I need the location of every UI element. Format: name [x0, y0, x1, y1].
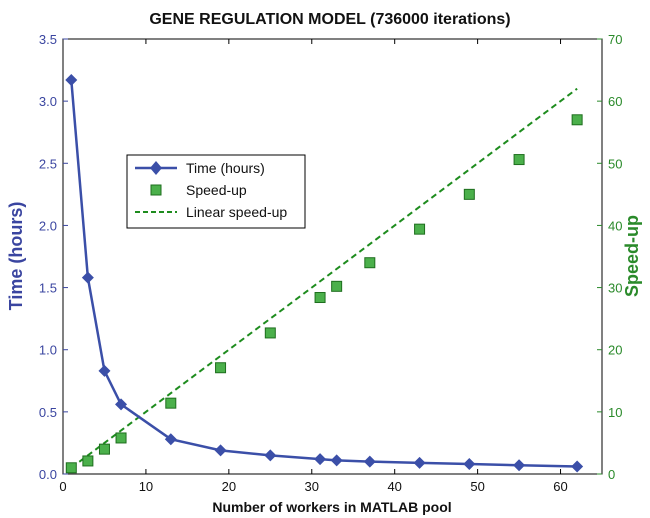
plot-area [62, 38, 603, 475]
y-right-tick-label: 30 [608, 281, 622, 296]
y-right-tick-label: 40 [608, 218, 622, 233]
linear-speedup-line [70, 87, 578, 469]
time-point [115, 398, 128, 411]
time-line [70, 79, 578, 468]
time-point [65, 74, 78, 87]
speedup-point [571, 114, 583, 126]
x-tick-label: 30 [305, 479, 319, 494]
speedup-point [115, 432, 127, 444]
legend-speedup-square-icon [150, 184, 162, 196]
x-tick-label: 40 [387, 479, 401, 494]
time-point [164, 433, 177, 446]
speedup-point [414, 223, 426, 235]
time-point [330, 454, 343, 467]
time-point [513, 459, 526, 472]
time-point [264, 449, 277, 462]
x-axis: 0 10 20 30 40 50 60 [59, 39, 568, 494]
y-right-tick-label: 50 [608, 156, 622, 171]
speedup-point [98, 443, 110, 455]
linear-speedup-series [70, 87, 578, 469]
legend-item-time: Time (hours) [135, 160, 265, 176]
y-left-tick-label: 2.5 [39, 156, 57, 171]
y-axis-left-label: Time (hours) [6, 202, 26, 311]
y-axis-right-label: Speed-up [622, 215, 642, 297]
x-tick-label: 50 [470, 479, 484, 494]
legend-item-speedup: Speed-up [150, 182, 247, 198]
y-left-tick-label: 1.0 [39, 343, 57, 358]
legend-linear-label: Linear speed-up [186, 204, 287, 220]
time-point [363, 455, 376, 468]
speedup-point [165, 397, 177, 409]
y-right-tick-label: 20 [608, 343, 622, 358]
y-axis-right: 0 10 20 30 40 50 60 70 [597, 32, 622, 482]
legend-item-linear: Linear speed-up [135, 204, 287, 220]
time-point [463, 458, 476, 471]
legend-time-label: Time (hours) [186, 160, 265, 176]
chart-title: GENE REGULATION MODEL (736000 iterations… [149, 11, 510, 28]
x-tick-label: 60 [553, 479, 567, 494]
speedup-point [82, 455, 94, 467]
time-point [214, 444, 227, 457]
y-left-tick-label: 1.5 [39, 281, 57, 296]
legend-time-diamond-icon [150, 161, 162, 175]
x-tick-label: 0 [59, 479, 66, 494]
y-left-tick-label: 0.0 [39, 467, 57, 482]
speedup-point [314, 292, 326, 304]
speedup-point [513, 154, 525, 166]
speedup-series [65, 114, 583, 474]
y-right-tick-label: 0 [608, 467, 615, 482]
speedup-point [364, 257, 376, 269]
y-right-tick-label: 60 [608, 94, 622, 109]
y-axis-left: 0.0 0.5 1.0 1.5 2.0 2.5 3.0 3.5 [39, 32, 68, 482]
y-left-tick-label: 2.0 [39, 218, 57, 233]
legend-speedup-label: Speed-up [186, 182, 247, 198]
speedup-point [215, 362, 227, 374]
speedup-point [65, 462, 77, 474]
time-point [81, 271, 94, 284]
y-right-tick-label: 70 [608, 32, 622, 47]
time-point [413, 456, 426, 469]
speedup-point [331, 280, 343, 292]
y-left-tick-label: 3.5 [39, 32, 57, 47]
time-point [571, 460, 584, 473]
legend: Time (hours) Speed-up Linear speed-up [126, 154, 306, 229]
x-tick-label: 10 [139, 479, 153, 494]
x-tick-label: 20 [222, 479, 236, 494]
y-left-tick-label: 0.5 [39, 405, 57, 420]
speedup-point [463, 188, 475, 200]
speedup-point [264, 327, 276, 339]
time-point [98, 364, 111, 377]
time-series [65, 74, 584, 473]
y-left-tick-label: 3.0 [39, 94, 57, 109]
x-axis-label: Number of workers in MATLAB pool [212, 499, 451, 515]
y-right-tick-label: 10 [608, 405, 622, 420]
time-point [314, 453, 327, 466]
